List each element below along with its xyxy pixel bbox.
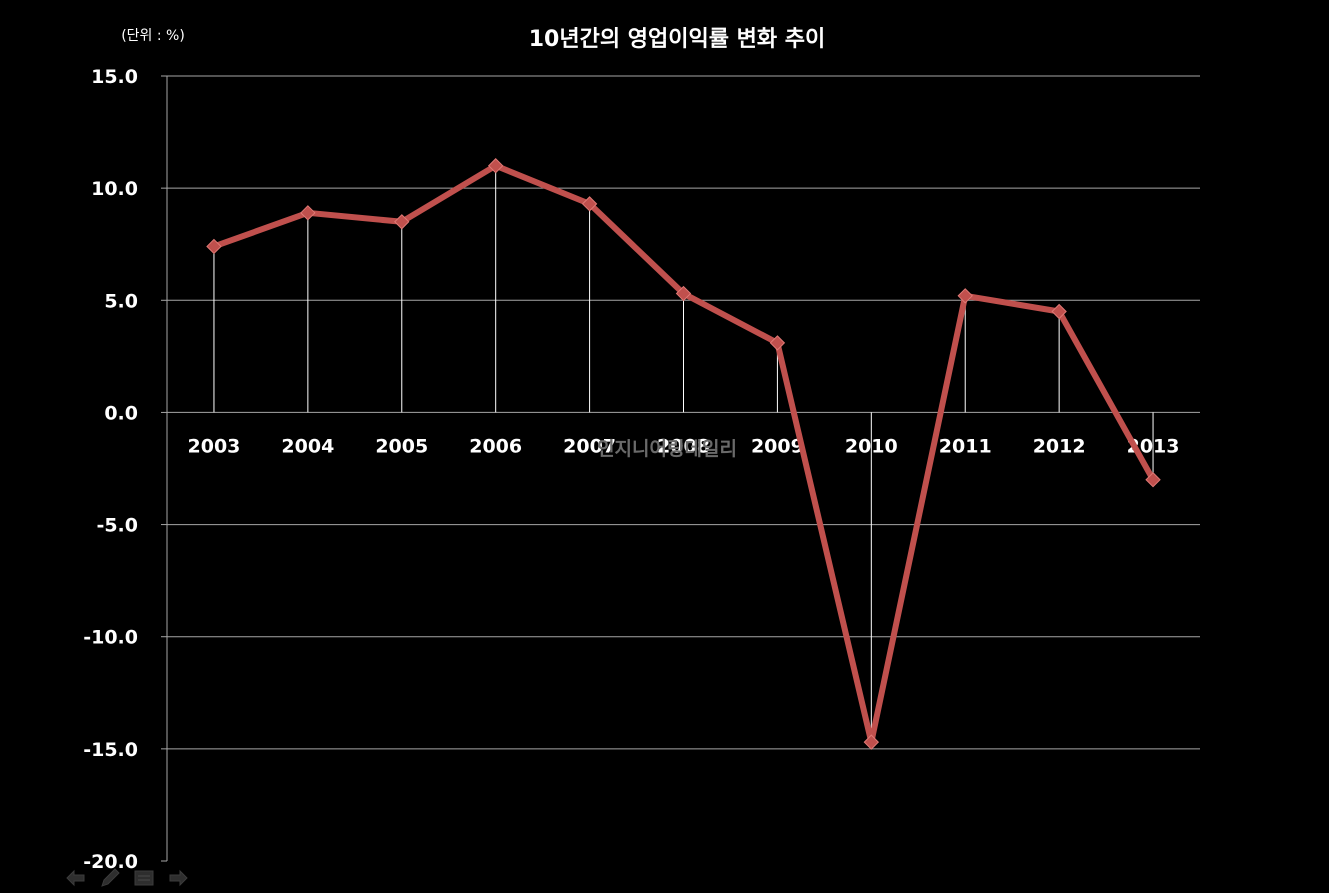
unit-label: (단위 : %) (121, 28, 185, 44)
y-tick-label: 0.0 (104, 402, 138, 424)
data-point (487, 158, 504, 174)
data-point (863, 734, 880, 750)
data-point (394, 214, 410, 230)
drop-lines (213, 165, 1154, 743)
watermark: 인지니어링데일리 (597, 438, 737, 460)
x-tick-label: 2005 (375, 435, 428, 457)
arrow-left-icon (66, 869, 85, 887)
data-point (769, 335, 786, 351)
pen-tool-button[interactable] (96, 866, 124, 890)
x-tick-label: 2010 (845, 435, 898, 457)
previous-slide-button[interactable] (62, 866, 90, 890)
y-axis (161, 75, 168, 862)
data-point (300, 205, 316, 221)
slide-menu-icon (134, 870, 154, 886)
data-point (581, 196, 598, 212)
data-point (206, 238, 222, 255)
x-tick-label: 2006 (469, 435, 522, 457)
y-tick-label: 15.0 (91, 66, 138, 88)
data-point (1145, 472, 1161, 488)
next-slide-button[interactable] (164, 866, 192, 890)
y-tick-label: -5.0 (96, 515, 138, 537)
y-tick-label: -10.0 (83, 627, 138, 649)
slideshow-navigation (62, 866, 192, 890)
data-point (1051, 303, 1067, 320)
y-tick-label: -20.0 (83, 851, 138, 873)
x-tick-label: 2003 (188, 435, 241, 457)
x-tick-labels: 2003 2004 2005 2006 2007 2008 2009 2010 2011 2012… (188, 435, 1180, 457)
data-markers (206, 158, 1161, 750)
data-point (675, 285, 692, 302)
slide-menu-button[interactable] (130, 866, 158, 890)
y-tick-labels: 15.0 10.0 5.0 0.0 -5.0 -10.0 -15.0 -20.0 (83, 66, 138, 873)
x-tick-label: 2009 (751, 435, 804, 457)
x-tick-label: 2008 (657, 435, 710, 457)
y-tick-label: 10.0 (91, 178, 138, 200)
x-tick-label: 2004 (281, 435, 334, 457)
data-point (957, 288, 973, 304)
pen-icon (101, 868, 120, 887)
y-tick-label: 5.0 (104, 290, 138, 312)
x-tick-label: 2012 (1033, 435, 1086, 457)
x-tick-label: 2011 (939, 435, 992, 457)
x-tick-label: 2007 (563, 435, 616, 457)
arrow-right-icon (169, 869, 188, 887)
chart-title: 10년간의 영업이익률 변화 추이 (529, 27, 825, 52)
y-tick-label: -15.0 (83, 739, 138, 761)
